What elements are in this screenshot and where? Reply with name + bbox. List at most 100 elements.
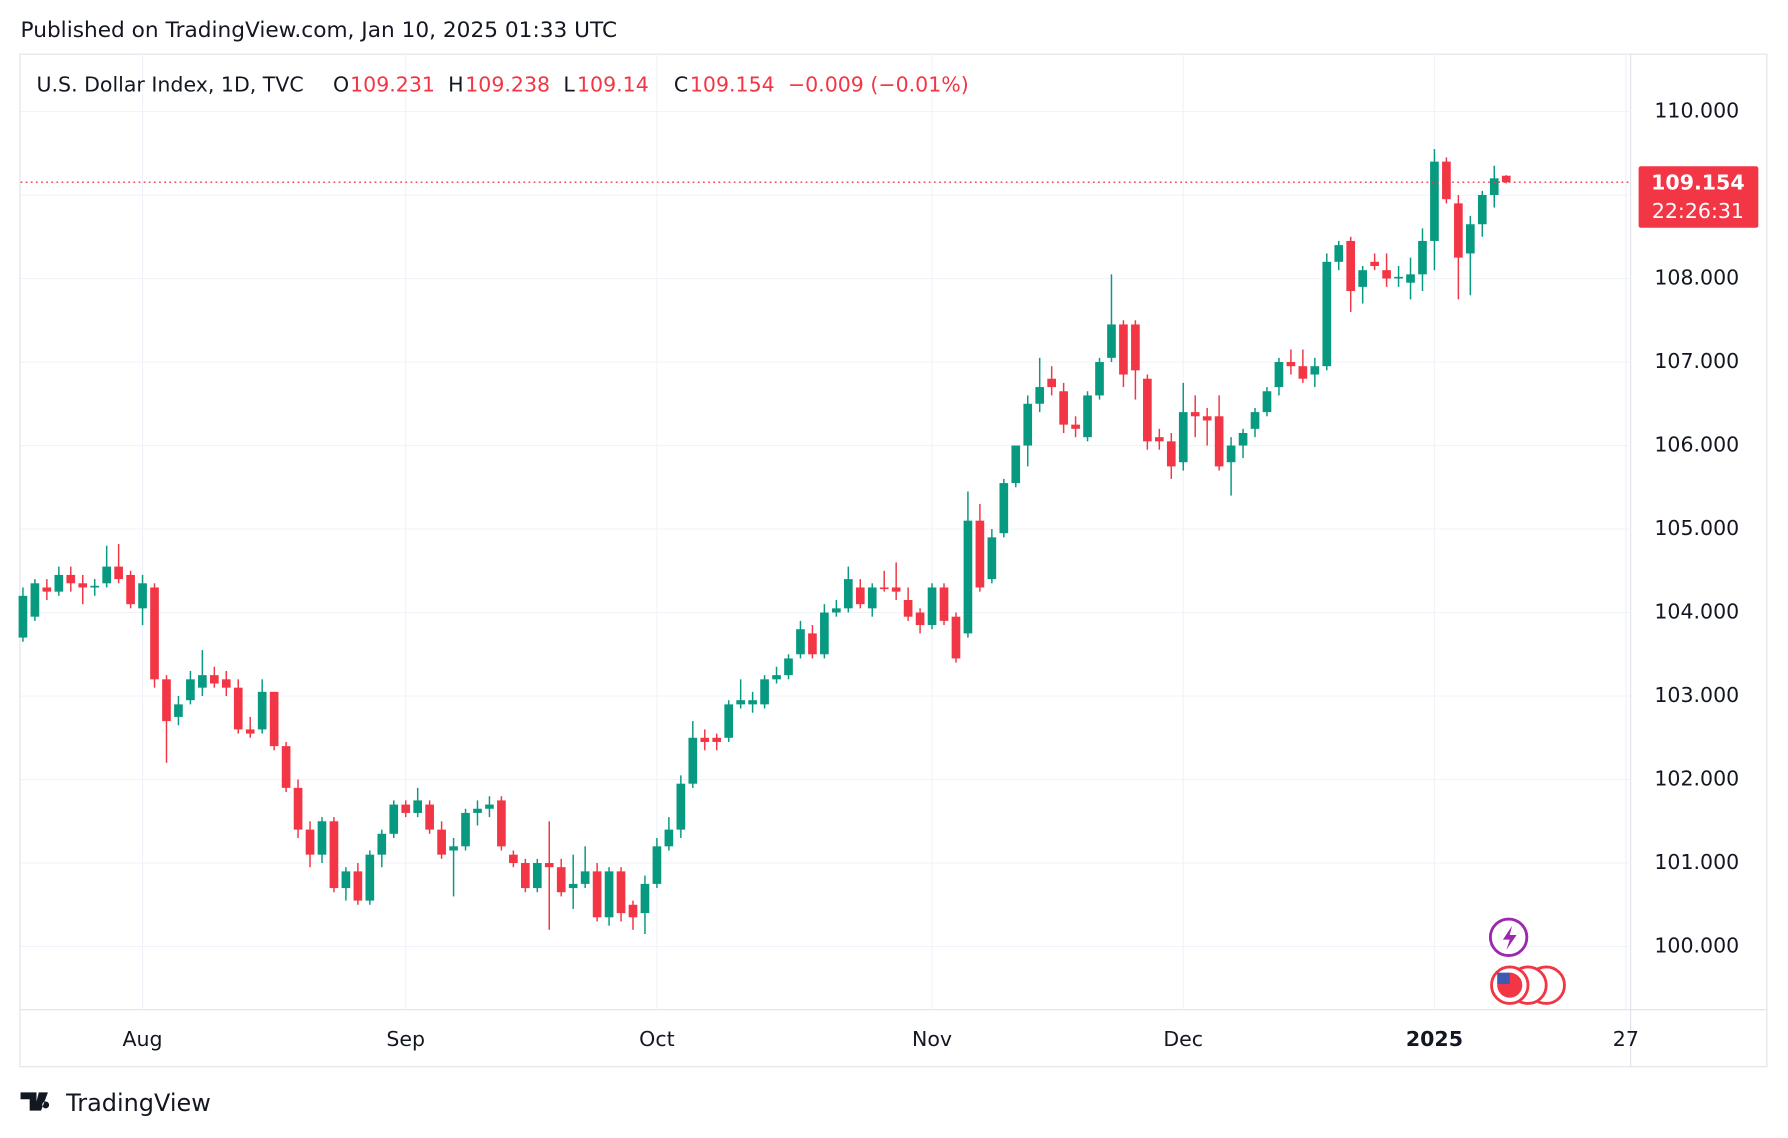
candle-body	[1226, 445, 1236, 463]
candle-body	[281, 746, 291, 788]
candle-body	[353, 871, 363, 901]
candle-body	[1059, 391, 1068, 425]
candle-body	[915, 612, 925, 626]
event-icon-bolt	[1502, 925, 1517, 950]
candle-body	[628, 904, 638, 918]
candle-body	[449, 846, 458, 851]
candle-body	[389, 804, 399, 834]
candle-body	[556, 867, 566, 893]
y-tick-label: 104.000	[1654, 600, 1739, 624]
candle-body	[30, 583, 40, 617]
candle-body	[1190, 412, 1200, 417]
candle-body	[891, 587, 901, 592]
y-tick-label: 100.000	[1654, 934, 1739, 958]
x-tick-label: Sep	[386, 1027, 425, 1051]
y-tick-label: 103.000	[1654, 683, 1739, 707]
candle-body	[341, 871, 351, 889]
candle-body	[1489, 178, 1499, 196]
candle-body	[90, 585, 100, 588]
candle-body	[1286, 362, 1296, 367]
candle-body	[640, 883, 650, 914]
candle-body	[126, 574, 135, 605]
close-value: 109.154	[690, 73, 775, 97]
candle-body	[293, 787, 303, 830]
candle-body	[150, 587, 159, 680]
candle-body	[1166, 441, 1176, 467]
x-tick-label: Aug	[123, 1027, 163, 1051]
candle-body	[951, 616, 961, 659]
candle-body	[855, 587, 865, 605]
brand-logo: TradingView	[20, 1089, 211, 1117]
candle-body	[1322, 261, 1332, 367]
candle-body	[305, 829, 315, 855]
low-value: 109.14	[577, 73, 649, 97]
candle-body	[1418, 240, 1427, 275]
candle-body	[592, 871, 602, 918]
candle-body	[987, 537, 997, 580]
candle-body	[1346, 240, 1356, 292]
candle-body	[963, 520, 973, 634]
plot	[18, 54, 1631, 1010]
x-tick-label: 27	[1613, 1027, 1639, 1051]
y-tick-label: 102.000	[1654, 767, 1739, 791]
candle-body	[688, 737, 698, 784]
candle-body	[473, 808, 482, 813]
candle-body	[317, 821, 327, 855]
candle-body	[796, 629, 805, 655]
candle-body	[186, 679, 195, 701]
candle-body	[221, 679, 231, 688]
candle-body	[652, 846, 662, 884]
candle-body	[843, 579, 853, 609]
candle-body	[425, 804, 434, 830]
candle-body	[879, 587, 889, 590]
candle-body	[102, 566, 112, 584]
event-icons	[1488, 917, 1566, 1005]
candle-body	[1406, 274, 1415, 283]
candle-body	[1143, 378, 1152, 442]
candle-body	[975, 520, 985, 588]
x-tick-label: Nov	[912, 1027, 952, 1051]
candle-body	[1501, 175, 1511, 183]
x-tick-label: 2025	[1406, 1027, 1463, 1051]
chart-frame	[19, 53, 1768, 1068]
candle-body	[1370, 261, 1379, 266]
y-tick-label: 106.000	[1654, 433, 1739, 457]
x-tick-label: Oct	[639, 1027, 674, 1051]
candle-body	[999, 483, 1009, 534]
candle-body	[461, 812, 470, 847]
candle-body	[927, 587, 937, 626]
x-tick-label: Dec	[1163, 1027, 1203, 1051]
candle-body	[700, 737, 710, 742]
candle-body	[1430, 161, 1439, 241]
candle-body	[784, 658, 793, 676]
candle-body	[760, 679, 769, 705]
candle-body	[162, 679, 171, 722]
candle-body	[1358, 270, 1368, 287]
candle-body	[820, 612, 829, 655]
y-tick-label: 108.000	[1654, 266, 1739, 290]
candle-body	[66, 574, 76, 584]
candle-body	[1214, 416, 1224, 467]
candle-body	[1095, 362, 1104, 396]
flag-canton	[1497, 972, 1510, 985]
candle-body	[1274, 362, 1284, 388]
candle-body	[664, 829, 674, 847]
candle-body	[1238, 432, 1248, 446]
candle-body	[1465, 224, 1475, 254]
candle-body	[233, 687, 243, 730]
brand-mark	[20, 1092, 50, 1111]
last-price-label: 109.154	[1651, 170, 1744, 194]
candle-body	[676, 783, 686, 830]
high-value: 109.238	[465, 73, 550, 97]
candle-body	[580, 871, 590, 884]
candle-body	[604, 871, 614, 918]
candle-body	[1023, 403, 1033, 446]
last-price-box	[1638, 166, 1759, 228]
candle-body	[1011, 445, 1021, 484]
candle-body	[174, 704, 183, 717]
y-tick-label: 107.000	[1654, 349, 1739, 373]
legend-header: U.S. Dollar Index, 1D, TVC O 109.231 H 1…	[37, 73, 969, 97]
candle-body	[1298, 366, 1308, 379]
